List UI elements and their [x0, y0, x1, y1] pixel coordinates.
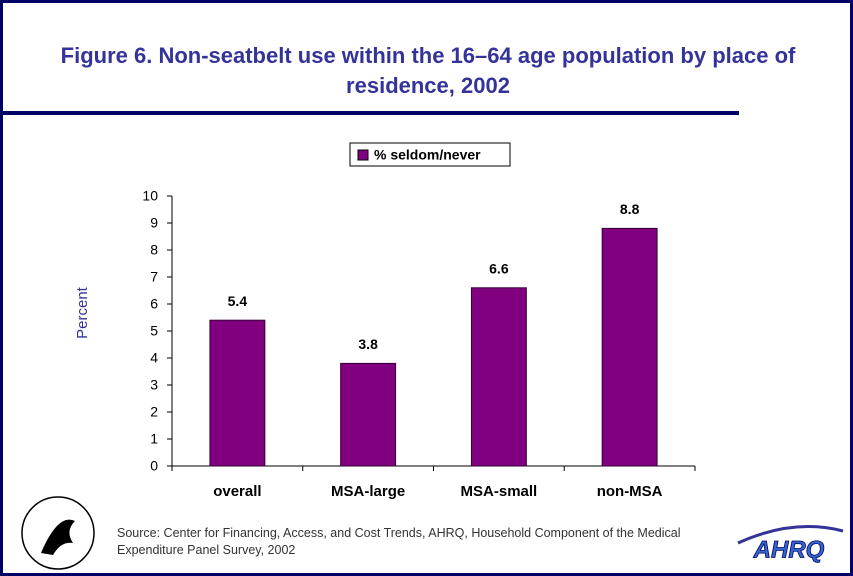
y-tick-label: 7 — [150, 269, 158, 285]
y-tick-label: 5 — [150, 323, 158, 339]
legend-box — [349, 142, 511, 167]
y-tick-label: 6 — [150, 296, 158, 312]
x-tick-label: MSA-small — [461, 483, 538, 500]
legend-label: % seldom/never — [374, 147, 481, 163]
logo-text: AHRQ — [753, 536, 825, 563]
bar — [340, 362, 397, 467]
y-tick-label: 0 — [150, 458, 158, 474]
y-tick-label: 4 — [150, 350, 158, 366]
title-rule — [3, 111, 739, 115]
x-tick-label: MSA-large — [331, 483, 405, 500]
x-tick-label: overall — [213, 483, 261, 500]
chart-title: Figure 6. Non-seatbelt use within the 16… — [60, 43, 796, 98]
y-tick-label: 3 — [150, 377, 158, 393]
hhs-seal — [21, 496, 95, 570]
bar — [470, 287, 527, 467]
ahrq-logo: AHRQ — [737, 525, 844, 564]
data-label: 6.6 — [489, 261, 509, 277]
x-tick-label: non-MSA — [597, 483, 663, 500]
data-label: 3.8 — [358, 336, 378, 352]
y-axis-label: Percent — [74, 286, 91, 339]
bar — [601, 227, 658, 467]
data-label: 8.8 — [620, 201, 640, 217]
source-note: Source: Center for Financing, Access, an… — [117, 526, 681, 557]
y-tick-label: 2 — [150, 404, 158, 420]
seal-eagle — [41, 519, 75, 555]
seal-ring — [21, 496, 95, 570]
logo-swoosh — [737, 525, 844, 545]
chart: AHRQ 0 1 2 3 4 5 6 7 8 9 10 Percent % seldom/never ov… — [21, 142, 844, 570]
y-tick-label: 1 — [150, 431, 158, 447]
data-label: 5.4 — [228, 293, 248, 309]
y-tick-label: 10 — [142, 188, 158, 204]
legend-swatch — [357, 149, 369, 161]
y-tick-label: 8 — [150, 242, 158, 258]
y-tick-label: 9 — [150, 215, 158, 231]
bar — [209, 319, 266, 467]
